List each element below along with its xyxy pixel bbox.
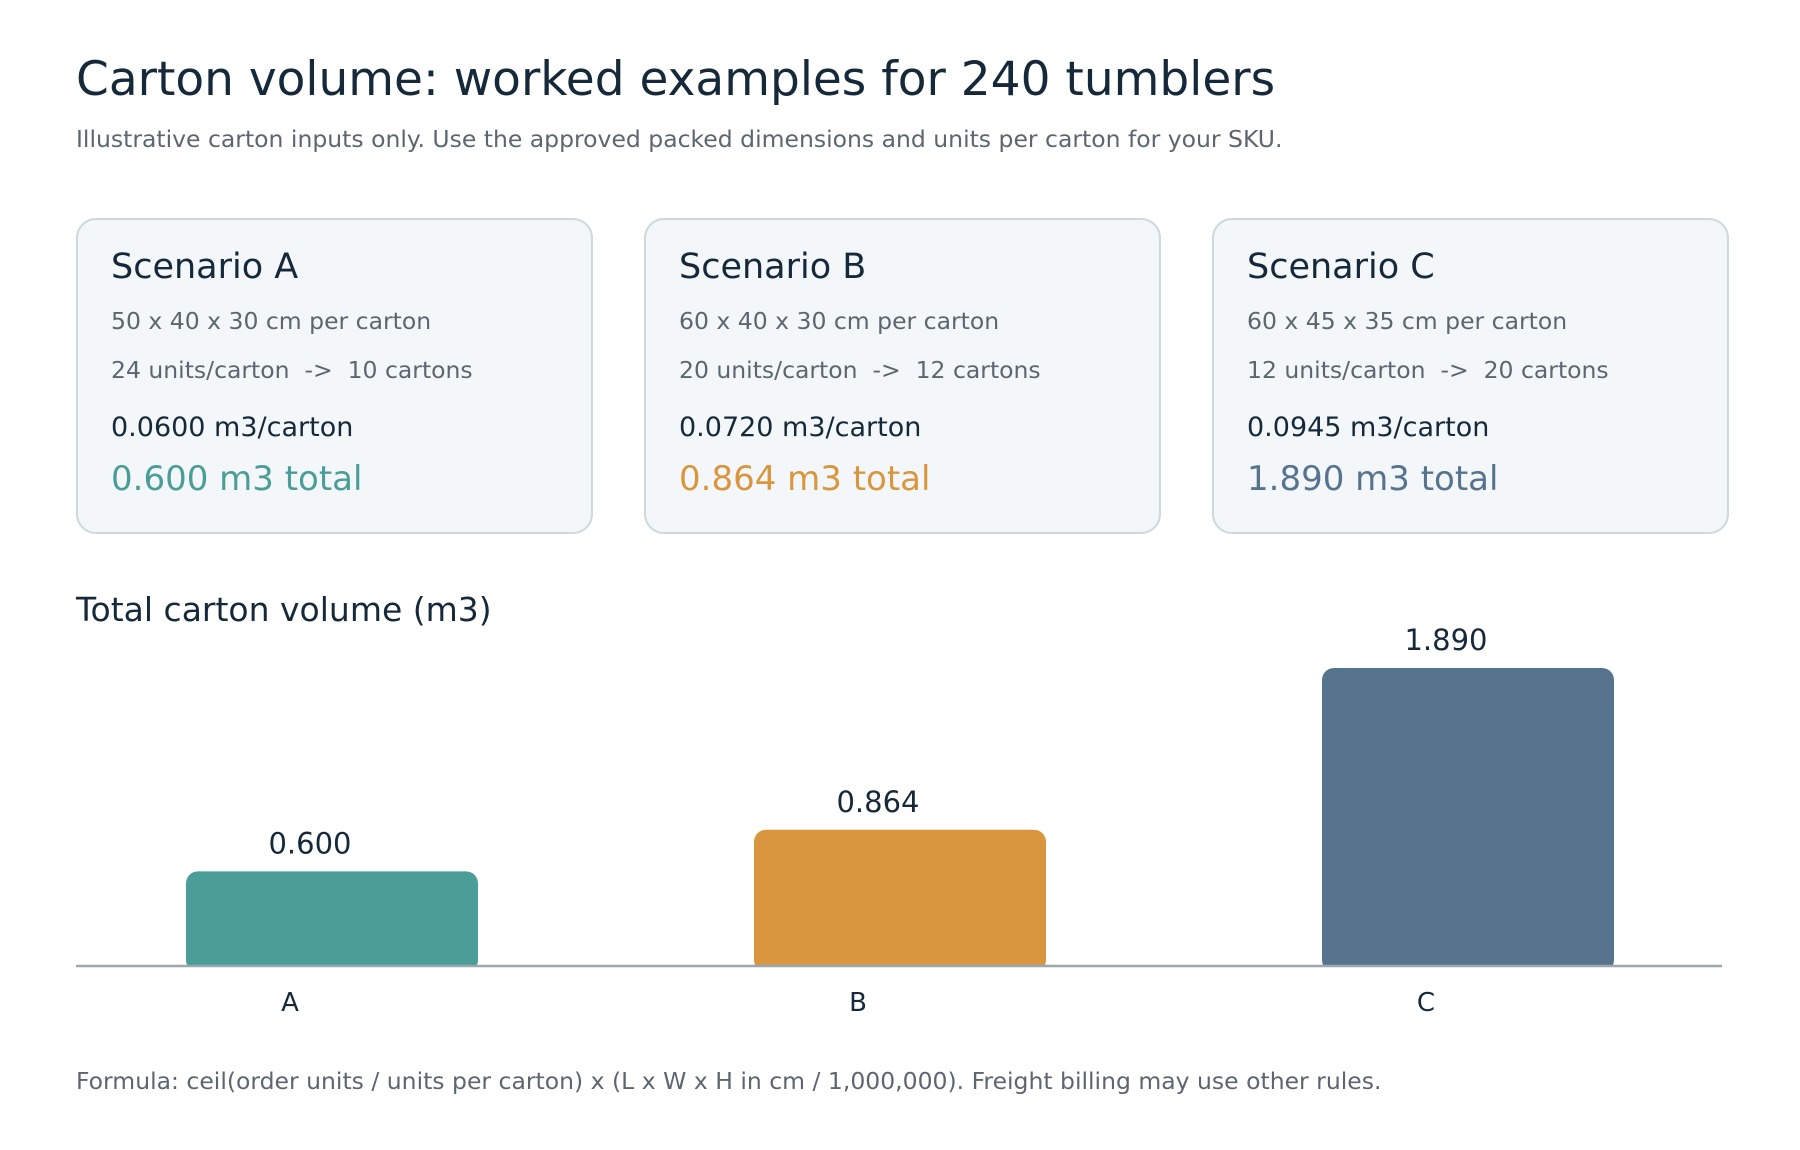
total-volume: 0.864 m3 total bbox=[679, 459, 931, 499]
formula-footnote: Formula: ceil(order units / units per ca… bbox=[76, 1067, 1382, 1095]
scenario-card-c: Scenario C 60 x 45 x 35 cm per carton 12… bbox=[1212, 218, 1729, 534]
x-tick-label: B bbox=[849, 988, 867, 1018]
chart-title: Total carton volume (m3) bbox=[76, 590, 492, 629]
total-volume: 1.890 m3 total bbox=[1247, 459, 1499, 499]
bar-value-label: 0.600 bbox=[268, 826, 351, 860]
bar-c bbox=[1322, 668, 1614, 972]
carton-dimensions: 60 x 45 x 35 cm per carton bbox=[1247, 307, 1568, 335]
total-volume: 0.600 m3 total bbox=[111, 459, 363, 499]
carton-dimensions: 50 x 40 x 30 cm per carton bbox=[111, 307, 432, 335]
units-and-cartons: 24 units/carton -> 10 cartons bbox=[111, 356, 473, 384]
bar-value-label: 1.890 bbox=[1404, 623, 1487, 657]
bar-value-label: 0.864 bbox=[836, 785, 919, 819]
bar-a bbox=[186, 871, 478, 972]
volume-per-carton: 0.0945 m3/carton bbox=[1247, 412, 1490, 443]
volume-per-carton: 0.0600 m3/carton bbox=[111, 412, 354, 443]
carton-dimensions: 60 x 40 x 30 cm per carton bbox=[679, 307, 1000, 335]
scenario-card-b: Scenario B 60 x 40 x 30 cm per carton 20… bbox=[644, 218, 1161, 534]
scenario-title: Scenario B bbox=[679, 247, 867, 287]
scenario-title: Scenario C bbox=[1247, 247, 1435, 287]
x-tick-label: A bbox=[281, 988, 299, 1018]
page-title: Carton volume: worked examples for 240 t… bbox=[76, 52, 1276, 107]
page-subtitle: Illustrative carton inputs only. Use the… bbox=[76, 125, 1283, 153]
baseline-mask bbox=[0, 967, 1800, 975]
units-and-cartons: 12 units/carton -> 20 cartons bbox=[1247, 356, 1609, 384]
scenario-card-a: Scenario A 50 x 40 x 30 cm per carton 24… bbox=[76, 218, 593, 534]
scenario-title: Scenario A bbox=[111, 247, 299, 287]
bar-b bbox=[754, 829, 1046, 972]
units-and-cartons: 20 units/carton -> 12 cartons bbox=[679, 356, 1041, 384]
x-tick-label: C bbox=[1417, 988, 1435, 1018]
volume-per-carton: 0.0720 m3/carton bbox=[679, 412, 922, 443]
